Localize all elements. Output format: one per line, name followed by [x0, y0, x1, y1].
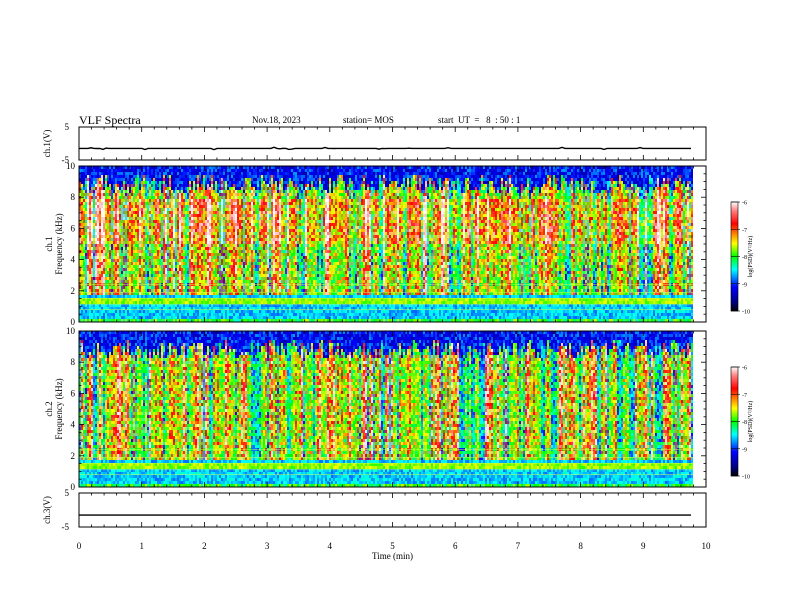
ch1-spectrogram-colorbar	[730, 201, 740, 312]
ch2-spectrogram-ylabel: Frequency (kHz)	[54, 378, 64, 439]
ch1-voltage-trace	[79, 146, 691, 151]
x-tick-label: 8	[578, 541, 583, 551]
ch1-voltage-ytick: 5	[65, 122, 70, 132]
ch1-spectrogram-colorbar-tick: -6	[742, 201, 747, 207]
ch2-spectrogram-colorbar-tick: -8	[742, 420, 747, 426]
ch2-spectrogram-colorbar	[730, 366, 740, 477]
x-tick-label: 7	[516, 541, 521, 551]
ch1-spectrogram-colorbar-tick: -7	[742, 228, 747, 234]
spectrogram-3	[79, 331, 693, 487]
ch3-voltage-ytick: -5	[62, 522, 70, 532]
x-tick-label: 2	[202, 541, 207, 551]
ch1-voltage-ytick: -5	[62, 155, 70, 165]
ch1-spectrogram-ylabel: ch.1	[44, 236, 54, 251]
start-time-label: start UT = 8 : 50 : 1	[438, 115, 520, 125]
x-tick-label: 4	[328, 541, 333, 551]
ch2-spectrogram-colorbar-tick: -9	[742, 447, 747, 453]
ch1-spectrogram-ytick: 10	[66, 161, 76, 171]
ch1-spectrogram-ytick: 0	[71, 317, 76, 327]
x-tick-label: 3	[265, 541, 270, 551]
x-tick-label: 1	[139, 541, 144, 551]
x-tick-label: 5	[390, 541, 395, 551]
x-tick-label: 10	[702, 541, 712, 551]
ch2-spectrogram-ytick: 10	[66, 326, 76, 336]
x-tick-label: 0	[77, 541, 82, 551]
ch2-spectrogram-colorbar-tick: -10	[742, 475, 750, 481]
ch1-spectrogram-colorbar-label: log(PSD)(V²/Hz)	[747, 236, 754, 277]
ch1-spectrogram-colorbar-tick: -10	[742, 310, 750, 316]
ch2-spectrogram-ytick: 8	[71, 357, 76, 367]
ch2-spectrogram-colorbar-label: log(PSD)(V²/Hz)	[747, 401, 754, 442]
ch3-voltage-frame	[78, 492, 707, 528]
date-label: Nov.18, 2023	[252, 115, 301, 125]
ch1-spectrogram-ylabel: Frequency (kHz)	[54, 213, 64, 274]
ch3-voltage-ytick: 5	[65, 488, 70, 498]
ch1-voltage-ylabel: ch.1(V)	[42, 130, 52, 158]
ch2-spectrogram-ytick: 6	[71, 388, 76, 398]
ch1-spectrogram-ytick: 4	[71, 255, 76, 265]
ch2-spectrogram-ytick: 2	[71, 451, 76, 461]
x-axis-label: Time (min)	[372, 551, 413, 561]
chart-title: VLF Spectra	[79, 113, 141, 128]
ch2-spectrogram-ytick: 4	[71, 420, 76, 430]
ch2-spectrogram-colorbar-tick: -7	[742, 393, 747, 399]
ch1-spectrogram-ytick: 8	[71, 192, 76, 202]
spectrogram-2	[79, 166, 693, 322]
ch1-spectrogram-ytick: 6	[71, 223, 76, 233]
ch2-spectrogram-ylabel: ch.2	[44, 401, 54, 416]
ch1-spectrogram-ytick: 2	[71, 286, 76, 296]
ch1-spectrogram-colorbar-tick: -8	[742, 255, 747, 261]
station-label: station= MOS	[343, 115, 394, 125]
ch2-spectrogram-ytick: 0	[71, 482, 76, 492]
ch2-spectrogram-colorbar-tick: -6	[742, 366, 747, 372]
x-tick-label: 6	[453, 541, 458, 551]
ch3-voltage-ylabel: ch.3(V)	[42, 496, 52, 524]
x-tick-label: 9	[641, 541, 646, 551]
ch1-spectrogram-colorbar-tick: -9	[742, 282, 747, 288]
